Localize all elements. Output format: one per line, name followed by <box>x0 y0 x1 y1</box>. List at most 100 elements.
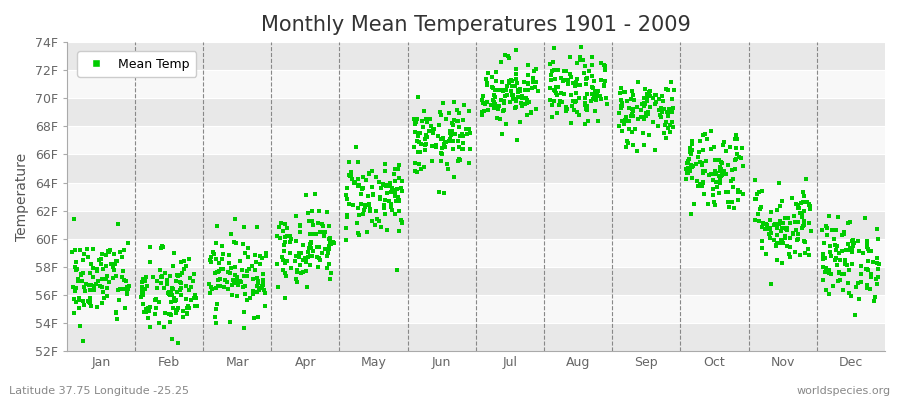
Point <box>664 109 679 116</box>
Point <box>462 108 476 114</box>
Point <box>557 68 572 75</box>
Point <box>721 189 735 195</box>
Point <box>209 240 223 246</box>
Point <box>566 98 580 104</box>
Point <box>713 174 727 180</box>
Point <box>238 282 252 289</box>
Point <box>819 267 833 273</box>
Point <box>190 303 204 309</box>
Point <box>407 144 421 150</box>
Point <box>176 307 190 314</box>
Point <box>306 230 320 237</box>
Point <box>696 146 710 153</box>
Point <box>179 282 194 289</box>
Point <box>480 99 494 105</box>
Point <box>696 132 710 138</box>
Point <box>581 118 596 124</box>
Point <box>292 223 307 230</box>
Point <box>271 284 285 290</box>
Point <box>441 110 455 116</box>
Point <box>636 100 651 107</box>
Point <box>426 129 440 136</box>
Point <box>453 133 467 140</box>
Point <box>413 141 428 147</box>
Point <box>116 268 130 274</box>
Point <box>800 199 814 206</box>
Point <box>568 78 582 85</box>
Point <box>293 250 308 256</box>
Point <box>550 110 564 116</box>
Point <box>155 273 169 280</box>
Point <box>598 83 612 89</box>
Point <box>391 166 405 172</box>
Point <box>823 266 837 273</box>
Point <box>583 97 598 104</box>
Point <box>778 214 792 221</box>
Point <box>826 283 841 290</box>
Point <box>246 275 260 282</box>
Point <box>213 265 228 272</box>
Point <box>101 248 115 254</box>
Point <box>250 283 265 289</box>
Point <box>854 271 868 277</box>
Point <box>703 128 717 134</box>
Point <box>546 59 561 65</box>
Point <box>641 111 655 117</box>
Point <box>751 210 765 217</box>
Point <box>837 270 851 277</box>
Point <box>340 185 355 191</box>
Point <box>667 87 681 94</box>
Point <box>280 258 294 264</box>
Point <box>303 231 318 237</box>
Point <box>818 222 832 229</box>
Point <box>577 70 591 76</box>
Bar <box>67 182 885 211</box>
Point <box>277 295 292 301</box>
Point <box>149 295 164 302</box>
Point <box>276 228 291 234</box>
Point <box>612 110 626 116</box>
Point <box>451 138 465 144</box>
Point <box>518 101 532 108</box>
Point <box>714 172 728 179</box>
Point <box>599 100 614 107</box>
Point <box>253 261 267 268</box>
Point <box>520 81 535 88</box>
Point <box>682 168 697 174</box>
Point <box>208 314 222 320</box>
Point <box>408 118 422 125</box>
Point <box>498 52 512 58</box>
Point <box>782 250 796 257</box>
Point <box>211 283 225 289</box>
Point <box>652 107 666 113</box>
Point <box>590 91 604 97</box>
Point <box>553 102 567 108</box>
Point <box>407 116 421 123</box>
Point <box>150 278 165 284</box>
Point <box>643 92 657 99</box>
Point <box>455 140 470 146</box>
Point <box>446 128 460 135</box>
Point <box>707 170 722 176</box>
Point <box>163 319 177 326</box>
Point <box>249 288 264 295</box>
Point <box>788 249 803 255</box>
Point <box>236 284 250 290</box>
Point <box>861 248 876 254</box>
Point <box>551 66 565 73</box>
Point <box>569 90 583 96</box>
Point <box>598 94 613 101</box>
Point <box>163 310 177 317</box>
Point <box>832 270 846 277</box>
Point <box>72 305 86 312</box>
Point <box>156 243 170 250</box>
Point <box>824 252 838 259</box>
Point <box>283 239 297 245</box>
Point <box>184 284 198 290</box>
Point <box>364 208 378 215</box>
Point <box>586 96 600 102</box>
Point <box>715 160 729 166</box>
Point <box>277 247 292 254</box>
Point <box>90 304 104 310</box>
Point <box>501 55 516 62</box>
